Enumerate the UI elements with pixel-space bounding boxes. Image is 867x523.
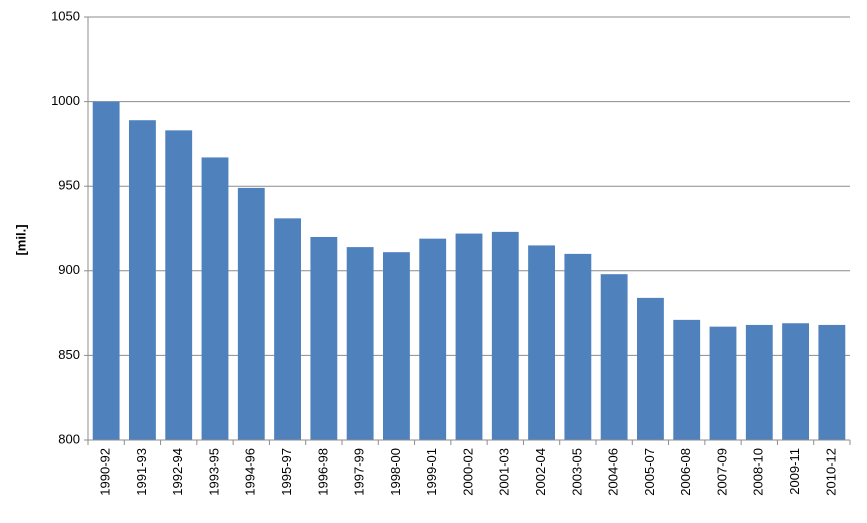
bar <box>129 120 156 440</box>
x-tick-label: 2007-09 <box>714 448 729 496</box>
bar <box>637 297 664 440</box>
bar <box>491 231 519 440</box>
bar <box>346 247 374 440</box>
bar <box>237 187 265 440</box>
y-tick-label: 850 <box>58 347 80 362</box>
bar <box>782 323 809 440</box>
x-tick-label: 1997-99 <box>352 448 367 496</box>
x-tick-label: 1996-98 <box>315 448 330 496</box>
bar <box>274 218 301 440</box>
x-tick-label: 1994-96 <box>243 448 258 496</box>
bar <box>92 101 120 440</box>
bar <box>709 326 737 440</box>
x-tick-label: 1993-95 <box>206 448 221 496</box>
y-tick-label: 1050 <box>51 8 80 23</box>
x-tick-label: 2008-10 <box>751 448 766 496</box>
bar <box>600 274 628 440</box>
y-tick-label: 800 <box>58 431 80 446</box>
x-tick-label: 2003-05 <box>569 448 584 496</box>
bar <box>310 236 338 440</box>
bar <box>564 253 592 440</box>
x-tick-label: 1995-97 <box>279 448 294 496</box>
bar <box>383 252 410 440</box>
bar <box>673 319 701 440</box>
x-tick-label: 2002-04 <box>533 448 548 496</box>
x-tick-label: 2004-06 <box>606 448 621 496</box>
x-tick-label: 2006-08 <box>678 448 693 496</box>
x-tick-label: 2000-02 <box>460 448 475 496</box>
x-tick-label: 1992-94 <box>170 448 185 496</box>
x-tick-label: 2001-03 <box>497 448 512 496</box>
y-tick-label: 900 <box>58 262 80 277</box>
x-tick-label: 1991-93 <box>134 448 149 496</box>
bar <box>745 324 773 440</box>
x-tick-label: 2010-12 <box>823 448 838 496</box>
bar <box>201 157 229 440</box>
bar <box>528 245 555 440</box>
y-axis-label: [mil.] <box>13 224 28 255</box>
x-tick-label: 2005-07 <box>642 448 657 496</box>
bar <box>419 238 447 440</box>
bar <box>818 324 846 440</box>
x-tick-label: 1999-01 <box>424 448 439 496</box>
x-tick-label: 1990-92 <box>98 448 113 496</box>
x-tick-label: 1998-00 <box>388 448 403 496</box>
x-tick-label: 2009-11 <box>787 448 802 495</box>
bar <box>455 233 483 440</box>
y-tick-label: 1000 <box>51 93 80 108</box>
y-tick-label: 950 <box>58 178 80 193</box>
bar <box>165 130 193 440</box>
